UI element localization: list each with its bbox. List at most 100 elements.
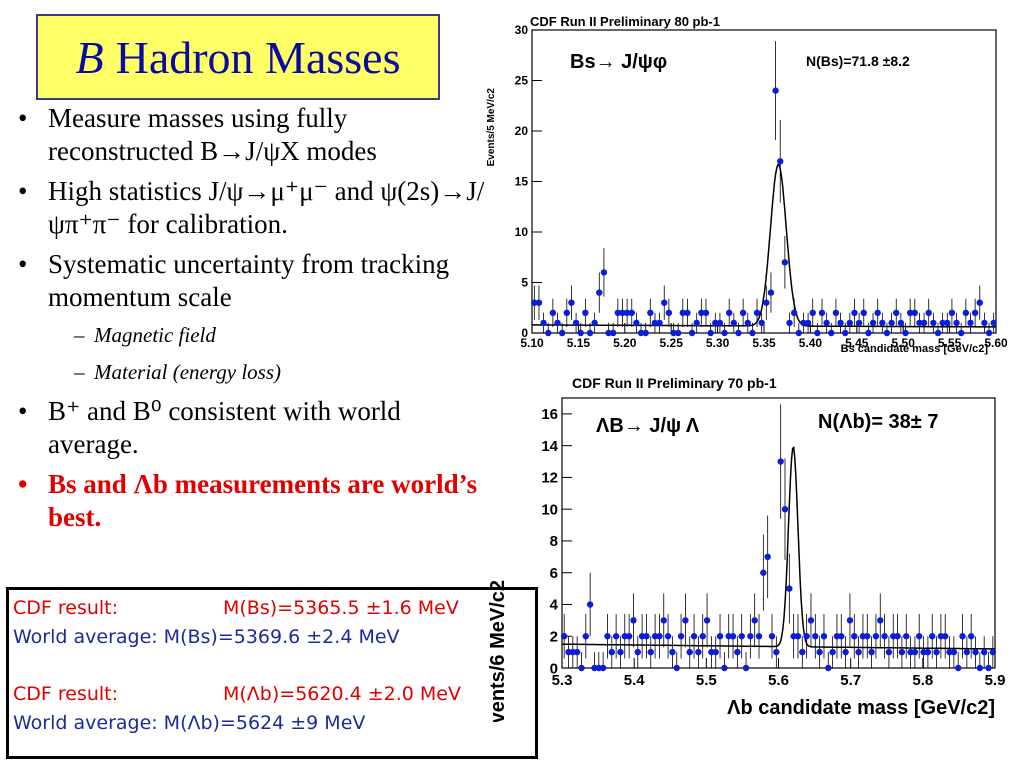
data-point: [851, 633, 858, 640]
data-point: [948, 309, 956, 316]
data-point: [939, 319, 946, 327]
x-tick-label: 5.50: [892, 336, 916, 350]
bullet-consistent: B⁺ and B⁰ consistent with world average.: [14, 395, 494, 461]
data-point: [596, 289, 603, 296]
x-tick-label: 5.20: [613, 336, 637, 350]
data-point: [684, 309, 691, 316]
data-point: [924, 648, 932, 656]
data-point: [679, 309, 686, 316]
data-point: [664, 633, 672, 640]
x-tick-label: 5.55: [938, 336, 962, 350]
data-point: [888, 319, 895, 327]
data-point: [933, 648, 940, 656]
decay-annotation: Bs→ J/ψφ: [570, 51, 667, 73]
data-point: [744, 319, 751, 327]
chart-title: CDF Run II Preliminary 70 pb-1: [572, 375, 777, 391]
x-tick-label: 5.9: [985, 672, 1006, 689]
data-point: [753, 309, 761, 316]
x-tick-label: 5.8: [912, 672, 933, 689]
data-point: [558, 329, 566, 337]
y-tick-label: 16: [541, 406, 558, 423]
y-tick-label: 10: [515, 225, 529, 239]
data-point: [942, 633, 949, 640]
data-point: [669, 648, 676, 656]
data-point: [893, 309, 900, 316]
bs-mass-chart: CDF Run II Preliminary 80 pb-1 5.10 5.15 5.…: [486, 14, 1008, 355]
data-point: [828, 329, 835, 337]
data-point: [773, 648, 780, 656]
x-tick-label: 5.35: [752, 336, 776, 350]
data-point: [954, 664, 962, 672]
data-point: [586, 329, 594, 337]
data-point: [903, 633, 910, 640]
data-point: [682, 617, 689, 624]
slide-title: B Hadron Masses: [36, 14, 440, 100]
data-point: [823, 319, 830, 327]
data-point: [803, 633, 810, 640]
data-point: [758, 319, 765, 327]
data-point: [869, 319, 877, 327]
x-tick-label: 5.45: [845, 336, 869, 350]
data-point: [980, 648, 988, 656]
data-point: [768, 633, 776, 640]
bullet-world-best: Bs and Λb measurements are world’s best.: [14, 468, 494, 534]
data-point: [749, 329, 756, 337]
data-point: [963, 648, 971, 656]
result-row-lb-world: World average: M(Λb)=5624 ±9 MeV: [13, 709, 535, 738]
data-point: [777, 158, 784, 165]
data-point: [702, 309, 710, 316]
data-point: [925, 309, 932, 316]
decay-annotation: ΛB→ J/ψ Λ: [596, 415, 700, 437]
y-tick-label: 10: [541, 501, 558, 518]
data-point: [760, 569, 767, 576]
data-point: [920, 319, 928, 327]
fit-curve: [562, 445, 995, 650]
data-point: [981, 319, 988, 327]
data-point: [874, 309, 881, 316]
data-point: [877, 617, 884, 624]
data-point: [967, 319, 974, 327]
data-point: [967, 633, 975, 640]
y-tick-label: 14: [541, 438, 558, 455]
y-tick-label: 0: [550, 660, 558, 677]
data-point: [767, 289, 775, 296]
data-point: [739, 309, 747, 316]
data-point: [582, 309, 589, 316]
y-tick-label: 30: [515, 23, 529, 37]
data-point: [809, 309, 816, 316]
data-point: [573, 648, 581, 656]
data-point: [825, 664, 832, 672]
data-point: [535, 299, 543, 306]
data-point: [586, 601, 594, 608]
data-point: [972, 648, 979, 656]
data-point: [772, 87, 779, 94]
data-point: [703, 617, 711, 624]
data-point: [591, 319, 598, 327]
data-point: [686, 648, 693, 656]
data-point: [568, 299, 575, 306]
data-point: [976, 664, 984, 672]
data-point: [695, 648, 702, 656]
data-point: [661, 299, 668, 306]
data-point: [610, 329, 617, 337]
data-point: [604, 633, 611, 640]
yield-annotation: N(Bs)=71.8 ±8.2: [806, 53, 910, 69]
data-point: [820, 633, 828, 640]
x-tick-label: 5.15: [567, 336, 591, 350]
data-point: [897, 319, 905, 327]
data-point: [751, 617, 758, 624]
data-point: [730, 319, 738, 327]
slide-title-text: Hadron Masses: [115, 31, 401, 83]
data-point: [582, 633, 590, 640]
x-tick-label: 5.30: [706, 336, 730, 350]
data-point: [930, 319, 937, 327]
data-point: [851, 309, 858, 316]
data-point: [872, 633, 880, 640]
x-axis-label: Λb candidate mass [GeV/c2]: [727, 697, 995, 719]
fit-curve: [532, 163, 996, 328]
data-point: [786, 319, 793, 327]
data-point: [885, 648, 893, 656]
data-point: [647, 309, 654, 316]
bullet-systematic: Systematic uncertainty from tracking mom…: [14, 248, 494, 314]
y-axis-label: Events/5 MeV/c2: [486, 88, 497, 167]
